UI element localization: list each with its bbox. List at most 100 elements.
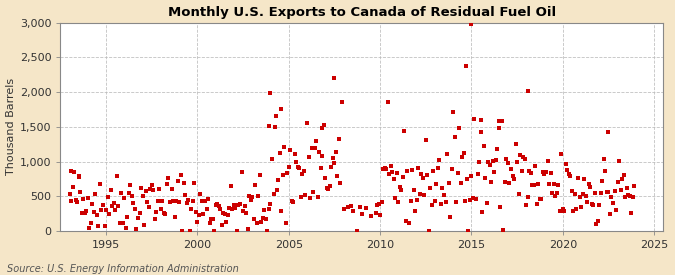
- Point: [535, 197, 545, 201]
- Point: [486, 180, 497, 184]
- Point: [151, 209, 162, 214]
- Point: [120, 226, 131, 231]
- Point: [204, 221, 215, 226]
- Point: [176, 172, 186, 177]
- Point: [69, 170, 80, 175]
- Point: [227, 207, 238, 211]
- Point: [95, 182, 105, 186]
- Point: [411, 198, 422, 202]
- Point: [551, 191, 562, 196]
- Point: [235, 202, 246, 207]
- Point: [239, 204, 250, 209]
- Point: [219, 212, 230, 216]
- Point: [323, 186, 333, 191]
- Point: [474, 160, 485, 164]
- Point: [326, 165, 337, 169]
- Point: [343, 205, 354, 209]
- Point: [271, 114, 281, 119]
- Point: [215, 206, 225, 211]
- Point: [624, 193, 635, 198]
- Point: [543, 182, 554, 186]
- Point: [422, 173, 433, 177]
- Point: [265, 201, 276, 206]
- Point: [507, 173, 518, 178]
- Point: [433, 166, 443, 170]
- Point: [425, 186, 436, 190]
- Point: [125, 183, 136, 187]
- Point: [462, 177, 472, 181]
- Point: [448, 110, 458, 115]
- Point: [238, 209, 248, 213]
- Point: [472, 172, 483, 176]
- Point: [478, 144, 489, 148]
- Point: [329, 161, 340, 166]
- Point: [440, 200, 451, 204]
- Point: [627, 195, 638, 199]
- Point: [560, 162, 571, 166]
- Point: [313, 195, 323, 199]
- Point: [309, 146, 320, 150]
- Point: [189, 181, 200, 186]
- Point: [296, 195, 306, 199]
- Point: [450, 135, 460, 139]
- Point: [509, 177, 520, 182]
- Point: [572, 175, 583, 180]
- Point: [428, 168, 439, 173]
- Point: [292, 165, 303, 169]
- Point: [308, 190, 319, 194]
- Point: [209, 229, 219, 233]
- Point: [568, 208, 579, 213]
- Point: [382, 100, 393, 104]
- Point: [398, 175, 408, 179]
- Point: [629, 184, 640, 188]
- Point: [119, 196, 130, 200]
- Point: [76, 211, 87, 215]
- Point: [376, 200, 387, 204]
- Point: [468, 196, 479, 200]
- Point: [88, 210, 99, 214]
- Point: [172, 178, 183, 183]
- Point: [212, 202, 223, 206]
- Point: [320, 176, 331, 180]
- Point: [153, 199, 163, 203]
- Point: [549, 193, 560, 198]
- Point: [553, 183, 564, 187]
- Point: [126, 194, 137, 198]
- Point: [107, 204, 117, 208]
- Point: [279, 145, 290, 149]
- Point: [533, 182, 544, 186]
- Point: [217, 223, 227, 228]
- Point: [601, 190, 612, 194]
- Point: [512, 160, 522, 164]
- Point: [618, 172, 629, 177]
- Point: [600, 169, 611, 173]
- Point: [352, 229, 362, 233]
- Point: [361, 206, 372, 211]
- Point: [495, 205, 506, 210]
- Point: [460, 64, 471, 68]
- Point: [290, 152, 300, 156]
- Point: [84, 226, 95, 230]
- Point: [593, 219, 603, 223]
- Point: [67, 184, 78, 189]
- Point: [137, 194, 148, 198]
- Point: [188, 199, 198, 204]
- Point: [288, 200, 299, 204]
- Point: [163, 175, 174, 180]
- Point: [612, 180, 623, 185]
- Point: [233, 203, 244, 207]
- Point: [373, 202, 384, 207]
- Point: [490, 158, 501, 162]
- Point: [206, 216, 217, 221]
- Point: [545, 170, 556, 175]
- Point: [522, 195, 533, 199]
- Point: [221, 220, 232, 225]
- Point: [347, 208, 358, 213]
- Point: [327, 156, 338, 161]
- Point: [261, 217, 271, 221]
- Point: [303, 155, 314, 159]
- Point: [186, 207, 196, 212]
- Point: [225, 184, 236, 189]
- Point: [331, 150, 342, 154]
- Point: [98, 203, 109, 207]
